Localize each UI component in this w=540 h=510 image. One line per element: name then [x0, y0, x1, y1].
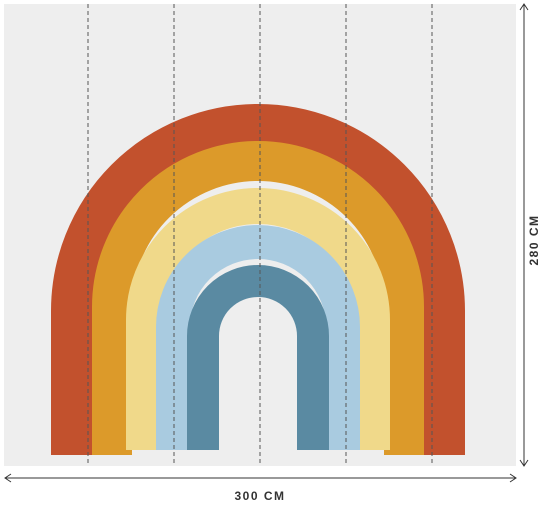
dark-blue-band [187, 265, 329, 450]
yellow-band [126, 188, 390, 450]
light-blue-band [156, 225, 360, 450]
height-label: 280 CM [527, 214, 540, 265]
orange-band [92, 141, 424, 455]
height-dimension [519, 3, 529, 467]
arrowheads [4, 473, 517, 483]
rainbow [51, 104, 465, 455]
width-label: 300 CM [234, 489, 285, 503]
arrowheads [519, 3, 529, 467]
red-band [51, 104, 465, 455]
panel-cuts [87, 4, 433, 466]
label-backdrop [528, 200, 540, 280]
width-dimension [4, 473, 517, 483]
